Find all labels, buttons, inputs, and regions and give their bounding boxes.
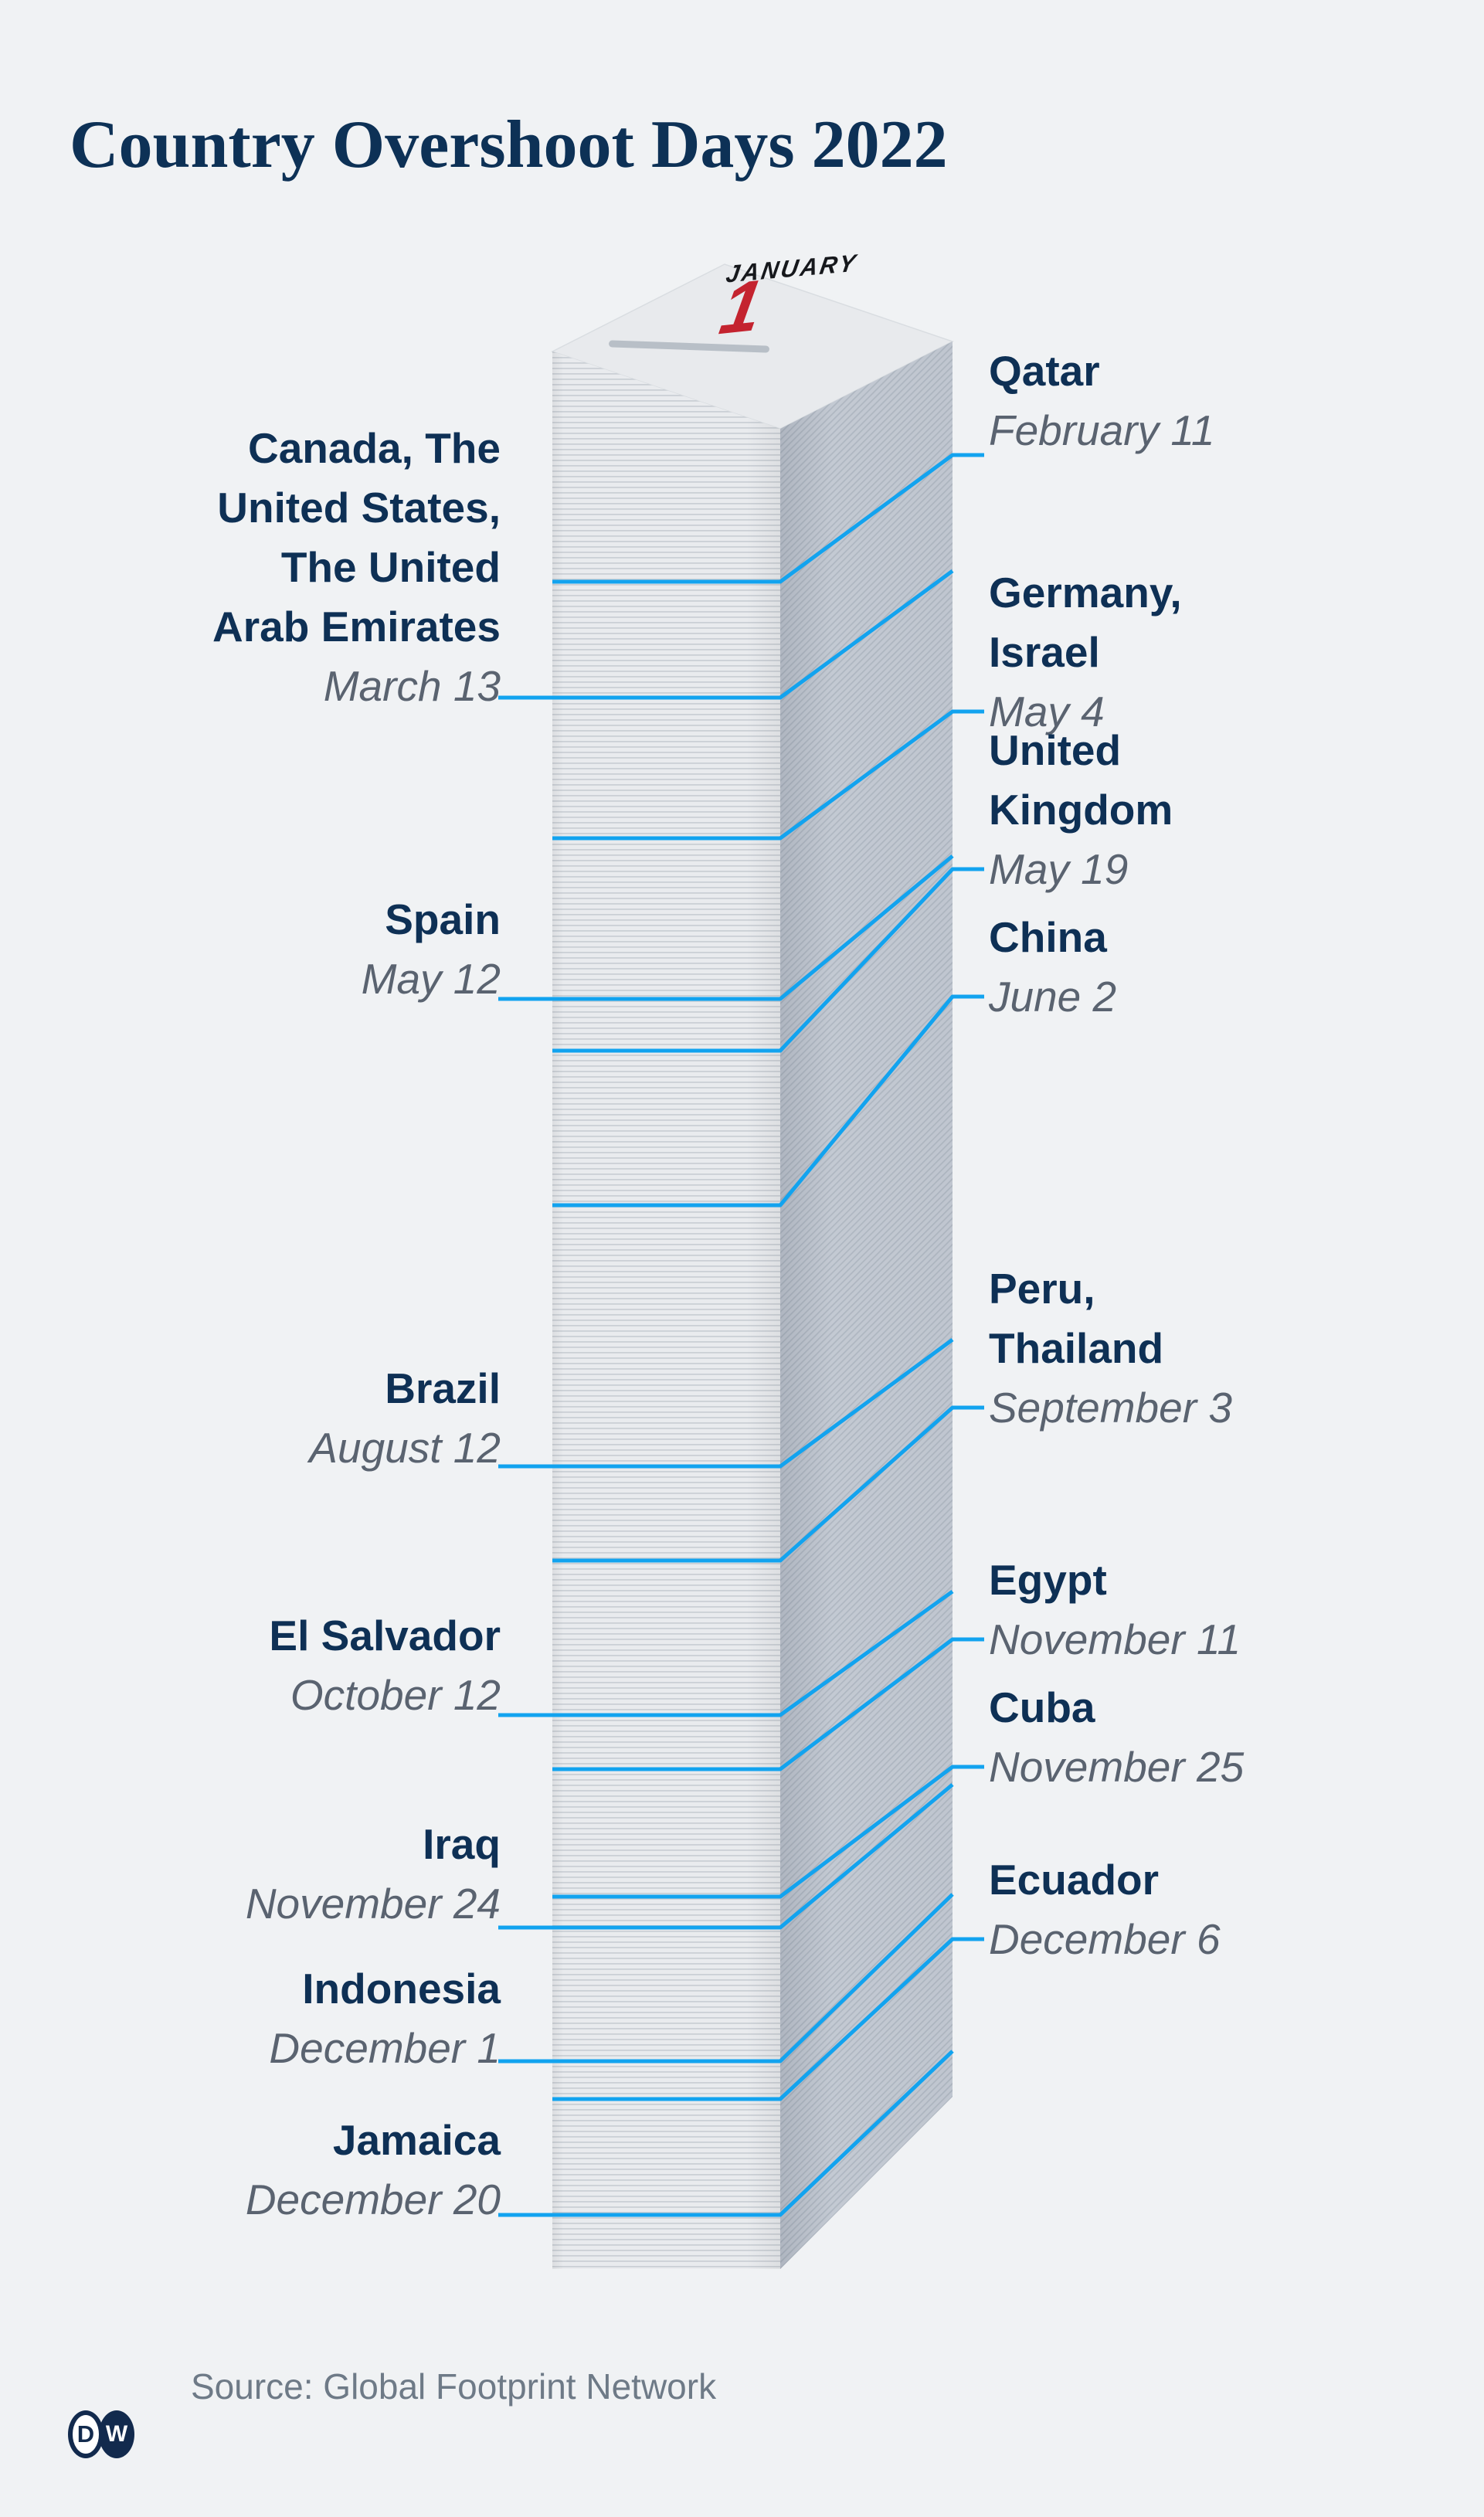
stack-side-face-shading — [780, 341, 953, 2269]
country-label-block: Qatar February 11 — [989, 341, 1421, 460]
country-name: Germany, — [989, 569, 1182, 617]
dw-logo-d-oval: D — [68, 2410, 104, 2458]
overshoot-line — [552, 453, 984, 584]
country-name: United States, — [217, 484, 501, 532]
country-name: China — [989, 913, 1107, 961]
overshoot-date: December 6 — [989, 1915, 1221, 1963]
overshoot-date: August 12 — [309, 1424, 501, 1472]
country-label-block: Canada, The United States, The United Arab … — [22, 419, 501, 716]
country-label-block: Cuba November 25 — [989, 1678, 1421, 1797]
country-name: El Salvador — [269, 1612, 501, 1659]
overshoot-lines — [498, 453, 984, 2217]
country-name: Jamaica — [332, 2116, 501, 2164]
overshoot-date: November 11 — [989, 1615, 1241, 1663]
overshoot-line — [552, 709, 984, 841]
country-name: Qatar — [989, 347, 1100, 395]
country-name: United — [989, 726, 1122, 774]
country-label-block: Jamaica December 20 — [22, 2111, 501, 2230]
dw-logo-w-letter: W — [99, 2410, 134, 2458]
overshoot-line — [498, 854, 954, 1001]
country-name: Egypt — [989, 1556, 1107, 1604]
country-name: Kingdom — [989, 786, 1173, 834]
country-name: Peru, — [989, 1265, 1095, 1313]
country-label-block: Brazil August 12 — [22, 1359, 501, 1478]
overshoot-line — [552, 994, 984, 1208]
country-name: Canada, The — [247, 424, 501, 472]
overshoot-date: March 13 — [323, 662, 501, 710]
overshoot-date: November 24 — [245, 1880, 501, 1928]
country-name: Indonesia — [302, 1965, 501, 2013]
country-name: Israel — [989, 628, 1100, 676]
country-name: The United — [280, 543, 501, 591]
overshoot-line — [498, 569, 954, 700]
overshoot-date: February 11 — [989, 406, 1215, 454]
country-label-block: Iraq November 24 — [22, 1815, 501, 1934]
country-name: Thailand — [989, 1324, 1164, 1372]
country-label-block: Ecuador December 6 — [989, 1850, 1421, 1969]
calendar-day-number: 1 — [714, 265, 769, 350]
country-label-block: Egypt November 11 — [989, 1551, 1421, 1670]
overshoot-date: June 2 — [989, 973, 1117, 1021]
overshoot-date: December 20 — [245, 2176, 501, 2223]
overshoot-line — [498, 1589, 954, 1717]
overshoot-date: December 1 — [269, 2024, 501, 2072]
overshoot-line — [498, 1893, 954, 2064]
source-credit: Source: Global Footprint Network — [191, 2366, 717, 2407]
overshoot-line — [552, 1765, 984, 1899]
overshoot-line — [552, 1405, 984, 1563]
overshoot-date: November 25 — [989, 1743, 1245, 1791]
overshoot-date: May 4 — [989, 688, 1105, 735]
overshoot-date: September 3 — [989, 1384, 1232, 1432]
overshoot-line — [498, 2050, 954, 2217]
overshoot-line — [498, 1337, 954, 1469]
overshoot-date: May 12 — [361, 955, 501, 1003]
stack-front-face-shading — [552, 352, 780, 2269]
page-title: Country Overshoot Days 2022 — [70, 107, 948, 182]
overshoot-line — [552, 1637, 984, 1771]
country-name: Cuba — [989, 1683, 1095, 1731]
country-name: Brazil — [385, 1364, 501, 1412]
country-label-block: El Salvador October 12 — [22, 1606, 501, 1725]
country-label-block: China June 2 — [989, 908, 1421, 1027]
country-label-block: Peru, Thailand September 3 — [989, 1259, 1421, 1438]
country-name: Spain — [385, 895, 501, 943]
country-name: Arab Emirates — [212, 603, 501, 650]
overshoot-line — [552, 867, 984, 1053]
overshoot-date: October 12 — [290, 1671, 501, 1719]
country-name: Ecuador — [989, 1856, 1160, 1904]
dw-logo: D W — [68, 2410, 134, 2458]
overshoot-date: May 19 — [989, 845, 1129, 893]
overshoot-line — [498, 1783, 954, 1930]
country-label-block: Indonesia December 1 — [22, 1959, 501, 2078]
overshoot-line — [552, 1937, 984, 2101]
country-label-block: Spain May 12 — [22, 890, 501, 1009]
country-label-block: Germany, Israel May 4 — [989, 563, 1421, 742]
country-name: Iraq — [423, 1820, 501, 1868]
country-label-block: United Kingdom May 19 — [989, 721, 1421, 899]
dw-logo-d-letter: D — [73, 2415, 99, 2454]
